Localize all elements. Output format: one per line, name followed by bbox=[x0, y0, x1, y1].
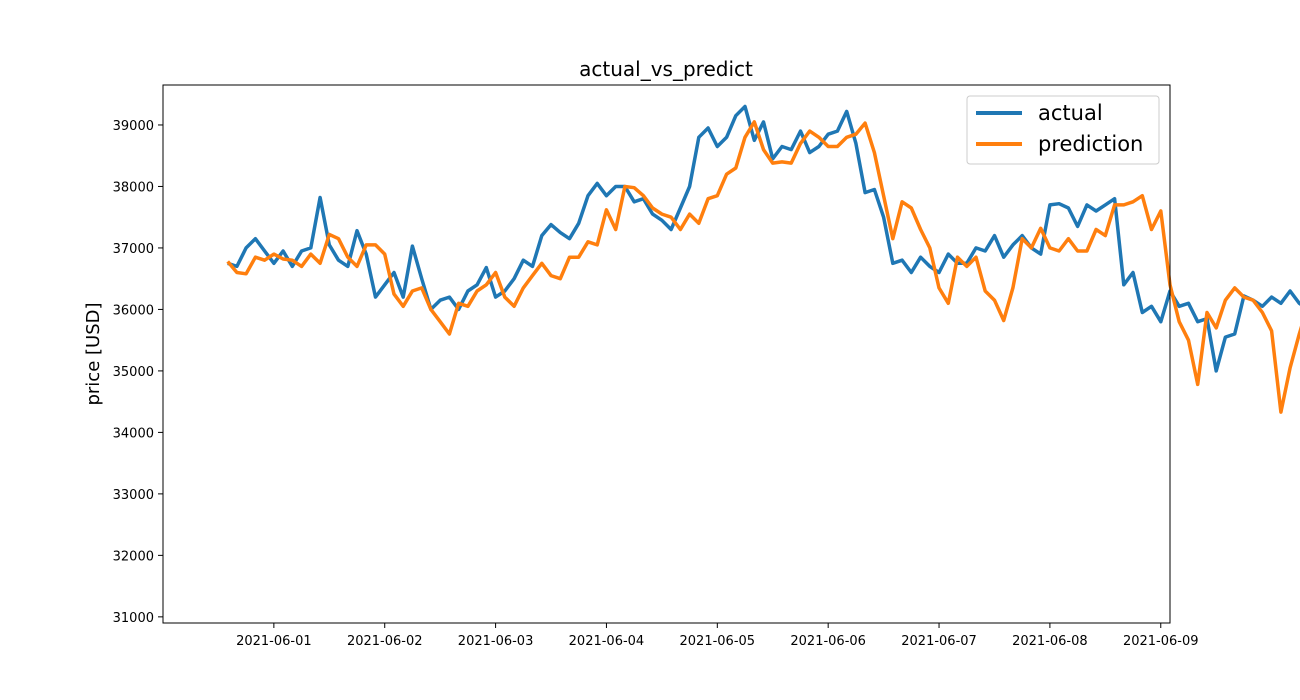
legend: actual prediction bbox=[966, 95, 1160, 165]
x-tick-label: 2021-06-01 bbox=[236, 634, 312, 649]
y-tick-label: 37000 bbox=[113, 242, 154, 257]
legend-label-actual: actual bbox=[1038, 101, 1103, 125]
plot-frame bbox=[162, 84, 1171, 624]
y-axis: 31000 32000 33000 34000 35000 36000 37000 38000… bbox=[113, 119, 163, 626]
x-tick-label: 2021-06-06 bbox=[790, 634, 866, 649]
plot-lines bbox=[226, 104, 1300, 414]
x-tick-label: 2021-06-05 bbox=[680, 634, 756, 649]
y-tick-label: 39000 bbox=[113, 119, 154, 134]
x-tick-label: 2021-06-07 bbox=[901, 634, 977, 649]
legend-label-prediction: prediction bbox=[1038, 132, 1143, 156]
y-tick-label: 35000 bbox=[113, 365, 154, 380]
series-line-actual bbox=[227, 104, 1300, 373]
y-tick-label: 36000 bbox=[113, 303, 154, 318]
x-tick-label: 2021-06-04 bbox=[569, 634, 645, 649]
y-tick-label: 32000 bbox=[113, 549, 154, 564]
y-tick-label: 34000 bbox=[113, 426, 154, 441]
x-tick-label: 2021-06-03 bbox=[458, 634, 534, 649]
y-tick-label: 33000 bbox=[113, 488, 154, 503]
y-tick-label: 31000 bbox=[113, 611, 154, 626]
x-tick-label: 2021-06-02 bbox=[347, 634, 423, 649]
y-axis-label: price [USD] bbox=[83, 302, 104, 405]
y-tick-label: 38000 bbox=[113, 180, 154, 195]
x-tick-label: 2021-06-09 bbox=[1123, 634, 1199, 649]
x-tick-label: 2021-06-08 bbox=[1012, 634, 1088, 649]
series-line-prediction bbox=[226, 120, 1300, 414]
x-axis: 2021-06-01 2021-06-02 2021-06-03 2021-06-04… bbox=[236, 623, 1199, 649]
chart-title: actual_vs_predict bbox=[579, 57, 753, 81]
